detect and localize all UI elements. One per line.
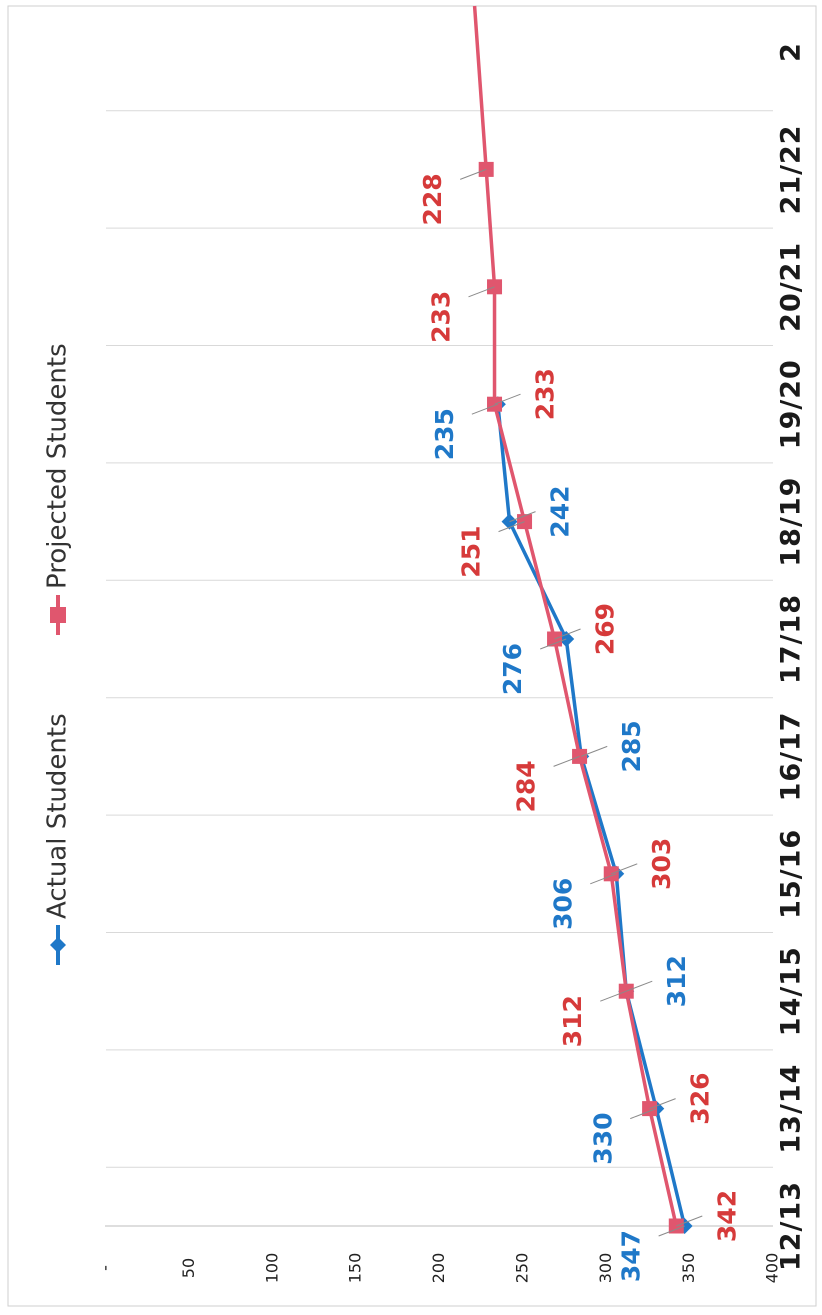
leader-line [498, 521, 525, 533]
leader-line [468, 286, 495, 298]
value-tick-label: 350 [679, 1253, 698, 1284]
leader-line [540, 638, 567, 650]
series-line [496, 404, 687, 1227]
legend-label: Actual Students [43, 713, 73, 919]
leader-line [658, 1225, 685, 1237]
category-tick-label: 17/18 [776, 594, 807, 684]
data-label: 242 [546, 486, 575, 538]
data-label: 284 [512, 760, 541, 812]
data-label: 233 [531, 368, 560, 420]
data-label: 228 [418, 173, 447, 225]
gridlines [105, 110, 773, 1227]
leader-line [509, 511, 536, 523]
leader-line [649, 1098, 676, 1110]
value-tick-label: 50 [179, 1258, 198, 1278]
category-tick-label: 14/15 [776, 946, 807, 1036]
leader-line [554, 628, 581, 640]
value-tick-label: 200 [429, 1253, 448, 1284]
value-tick-label: 400 [763, 1253, 782, 1284]
leader-line [460, 168, 487, 180]
data-label: 342 [712, 1190, 741, 1242]
legend: Actual Students Projected Students [43, 343, 73, 965]
leader-line [630, 1108, 657, 1120]
value-tick-label: 250 [512, 1253, 531, 1284]
category-tick-label: 12/13 [776, 1181, 807, 1271]
leader-line [590, 873, 617, 885]
leader-line [600, 990, 627, 1002]
category-tick-label: 15/16 [776, 829, 807, 919]
leader-line [471, 403, 499, 415]
category-axis-ticks: 12/13 13/14 14/15 15/16 16/17 17/18 18/19 19/20… [776, 42, 807, 1271]
leader-line [676, 1215, 703, 1227]
category-tick-label: 2 [776, 42, 807, 62]
data-label: 312 [662, 955, 691, 1007]
data-label: 312 [558, 995, 587, 1047]
leader-line [553, 755, 580, 767]
value-tick-label: - [96, 1265, 115, 1271]
legend-swatch-marker [50, 607, 66, 623]
category-tick-label: 20/21 [776, 242, 807, 332]
data-label: 347 [617, 1230, 646, 1282]
data-label: 276 [498, 643, 527, 695]
value-tick-label: 300 [596, 1253, 615, 1284]
value-axis-ticks: 400 350 300 250 200 150 100 50 - [96, 1253, 782, 1284]
leader-line [611, 863, 638, 875]
data-label: 306 [548, 878, 577, 930]
data-label: 233 [427, 291, 456, 343]
data-label: 326 [686, 1073, 715, 1125]
category-tick-label: 18/19 [776, 477, 807, 567]
data-labels: 347 330 312 306 285 276 242 235 342 326 312 303 284 2… [418, 168, 741, 1282]
value-tick-label: 150 [346, 1253, 365, 1284]
legend-label: Projected Students [43, 343, 73, 589]
data-label: 235 [430, 408, 459, 460]
leader-line [581, 745, 608, 757]
category-tick-label: 21/22 [776, 124, 807, 214]
legend-swatch-marker [50, 937, 66, 953]
data-label: 269 [591, 603, 620, 655]
data-label: 285 [617, 720, 646, 772]
chart-border [7, 5, 817, 1307]
category-tick-label: 13/14 [776, 1064, 807, 1154]
data-label: 251 [457, 526, 486, 578]
category-tick-label: 16/17 [776, 711, 807, 801]
leader-line [626, 980, 653, 992]
data-label: 303 [647, 838, 676, 890]
category-tick-label: 19/20 [776, 359, 807, 449]
leader-line [494, 393, 521, 405]
data-label: 330 [588, 1113, 617, 1165]
value-tick-label: 100 [262, 1253, 281, 1284]
